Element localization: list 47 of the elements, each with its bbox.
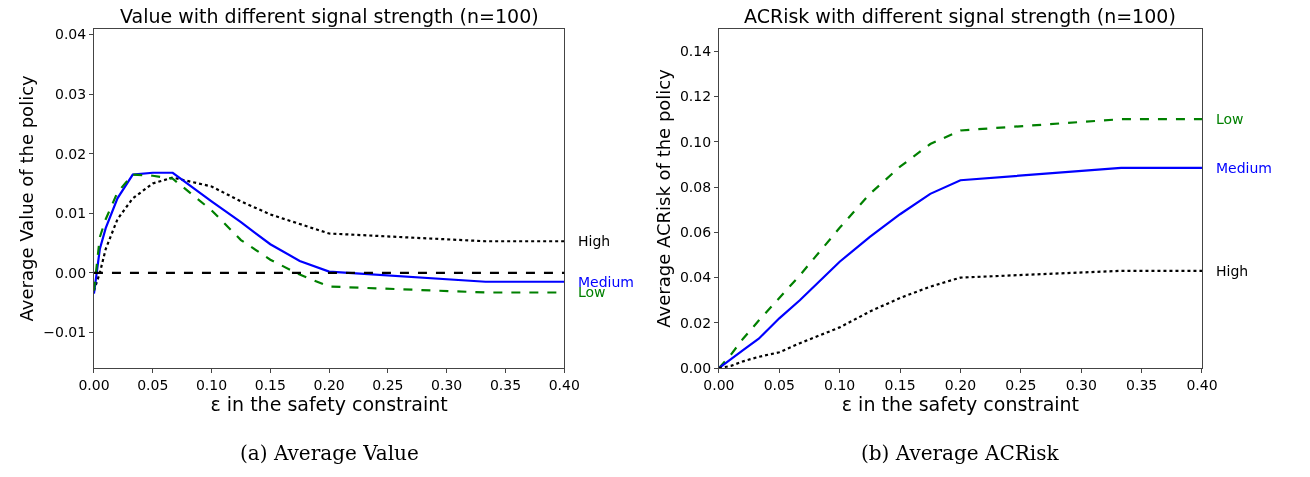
x-axis-title: ε in the safety constraint <box>841 392 1080 415</box>
x-axis-title: ε in the safety constraint <box>210 392 448 415</box>
x-tick-label: 0.35 <box>489 376 522 393</box>
x-tick-label: 0.25 <box>372 376 404 393</box>
y-tick-label: −0.01 <box>43 324 87 341</box>
x-tick-label: 0.30 <box>1065 376 1097 393</box>
chart-title: Value with different signal strength (n=100) <box>120 5 539 27</box>
x-tick-label: 0.35 <box>1126 376 1158 393</box>
y-tick-label: 0.04 <box>679 269 712 286</box>
y-tick-label: 0.10 <box>679 133 712 150</box>
text: (b) Average ACRisk <box>861 441 1060 465</box>
line-series <box>718 166 1202 369</box>
x-tick-label: 0.00 <box>703 376 735 393</box>
series-label: High <box>578 233 611 249</box>
chart-title: ACRisk with different signal strength (n=100) <box>744 5 1176 27</box>
y-tick-label: 0.14 <box>679 43 712 60</box>
y-axis-title: Average Value of the policy <box>16 74 38 322</box>
y-tick-label: 0.06 <box>679 224 712 241</box>
x-tick-label: 0.10 <box>195 376 228 393</box>
series-label: Medium <box>1216 160 1272 176</box>
line-series <box>718 269 1202 369</box>
x-tick-label: 0.40 <box>1186 376 1218 393</box>
y-tick-label: 0.12 <box>679 88 712 105</box>
line-series <box>718 118 1202 369</box>
x-tick-label: 0.15 <box>254 376 286 393</box>
y-tick-label: 0.01 <box>54 205 87 222</box>
x-tick-label: 0.00 <box>78 376 110 393</box>
text: (a) Average Value <box>240 441 419 465</box>
y-tick-label: 0.00 <box>679 360 712 377</box>
x-tick-label: 0.05 <box>763 376 795 393</box>
series-label: High <box>1216 263 1249 279</box>
x-tick-label: 0.05 <box>137 376 169 393</box>
x-tick-label: 0.30 <box>431 376 463 393</box>
x-tick-label: 0.25 <box>1005 376 1037 393</box>
x-tick-label: 0.15 <box>884 376 916 393</box>
x-tick-label: 0.10 <box>824 376 856 393</box>
y-axis-title: Average ACRisk of the policy <box>653 68 675 328</box>
x-tick-label: 0.20 <box>944 376 977 393</box>
y-tick-label: 0.00 <box>54 264 87 281</box>
y-tick-label: 0.08 <box>679 178 712 195</box>
series-label: Low <box>1216 111 1244 127</box>
y-tick-label: 0.02 <box>54 145 87 162</box>
y-tick-label: 0.03 <box>54 86 87 103</box>
y-tick-label: 0.04 <box>54 26 87 43</box>
x-tick-label: 0.40 <box>548 376 580 393</box>
y-tick-label: 0.02 <box>679 314 712 331</box>
x-tick-label: 0.20 <box>313 376 345 393</box>
